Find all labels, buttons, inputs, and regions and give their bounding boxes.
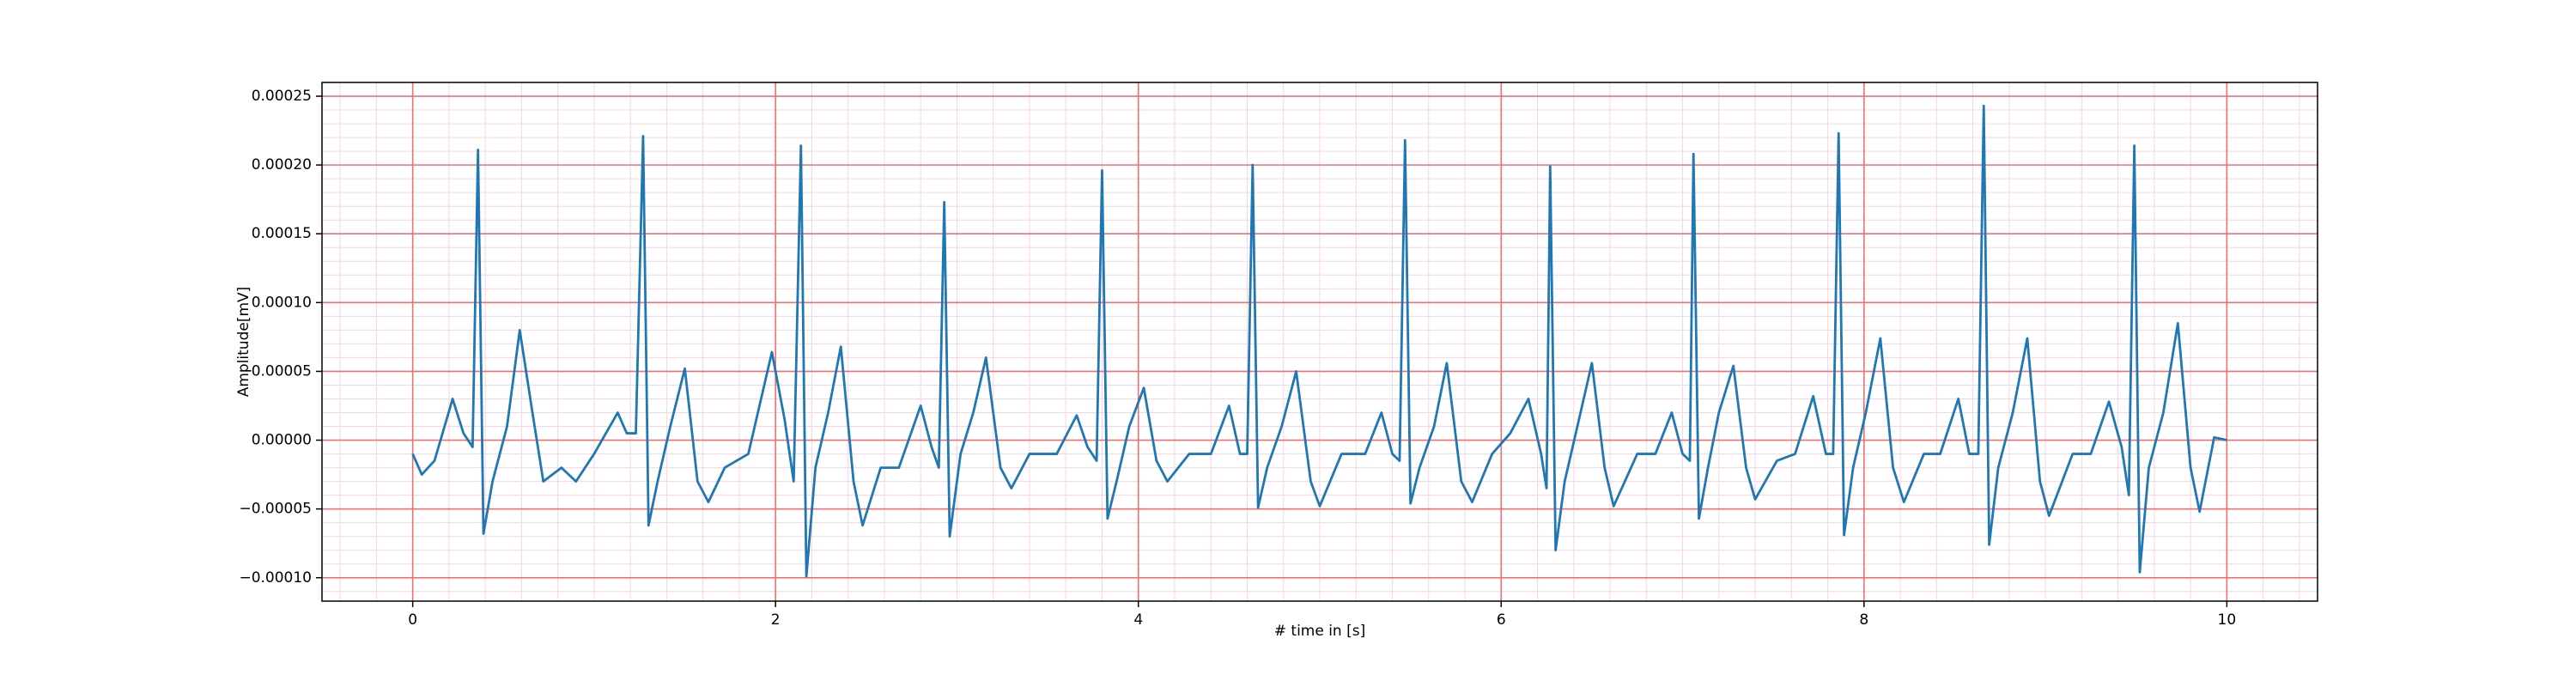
x-tick-label: 0: [408, 611, 417, 629]
ecg-line: [411, 104, 2227, 578]
y-tick-label: 0.00025: [252, 88, 312, 105]
x-tick-label: 4: [1133, 611, 1143, 629]
x-axis-label: # time in [s]: [1274, 623, 1365, 640]
y-tick-label: −0.00005: [239, 501, 312, 518]
y-tick-label: 0.00020: [252, 156, 312, 173]
y-tick-label: 0.00005: [252, 362, 312, 380]
x-tick-label: 6: [1497, 611, 1506, 629]
y-tick-label: −0.00010: [239, 569, 312, 587]
y-tick-label: 0.00015: [252, 225, 312, 242]
y-tick-label: 0.00000: [252, 432, 312, 449]
x-tick-label: 8: [1859, 611, 1868, 629]
y-tick-label: 0.00010: [252, 294, 312, 311]
y-axis-label: Amplitude[mV]: [235, 287, 252, 398]
x-tick-label: 2: [771, 611, 781, 629]
x-tick-label: 10: [2218, 611, 2237, 629]
plot-frame: [321, 82, 2318, 602]
